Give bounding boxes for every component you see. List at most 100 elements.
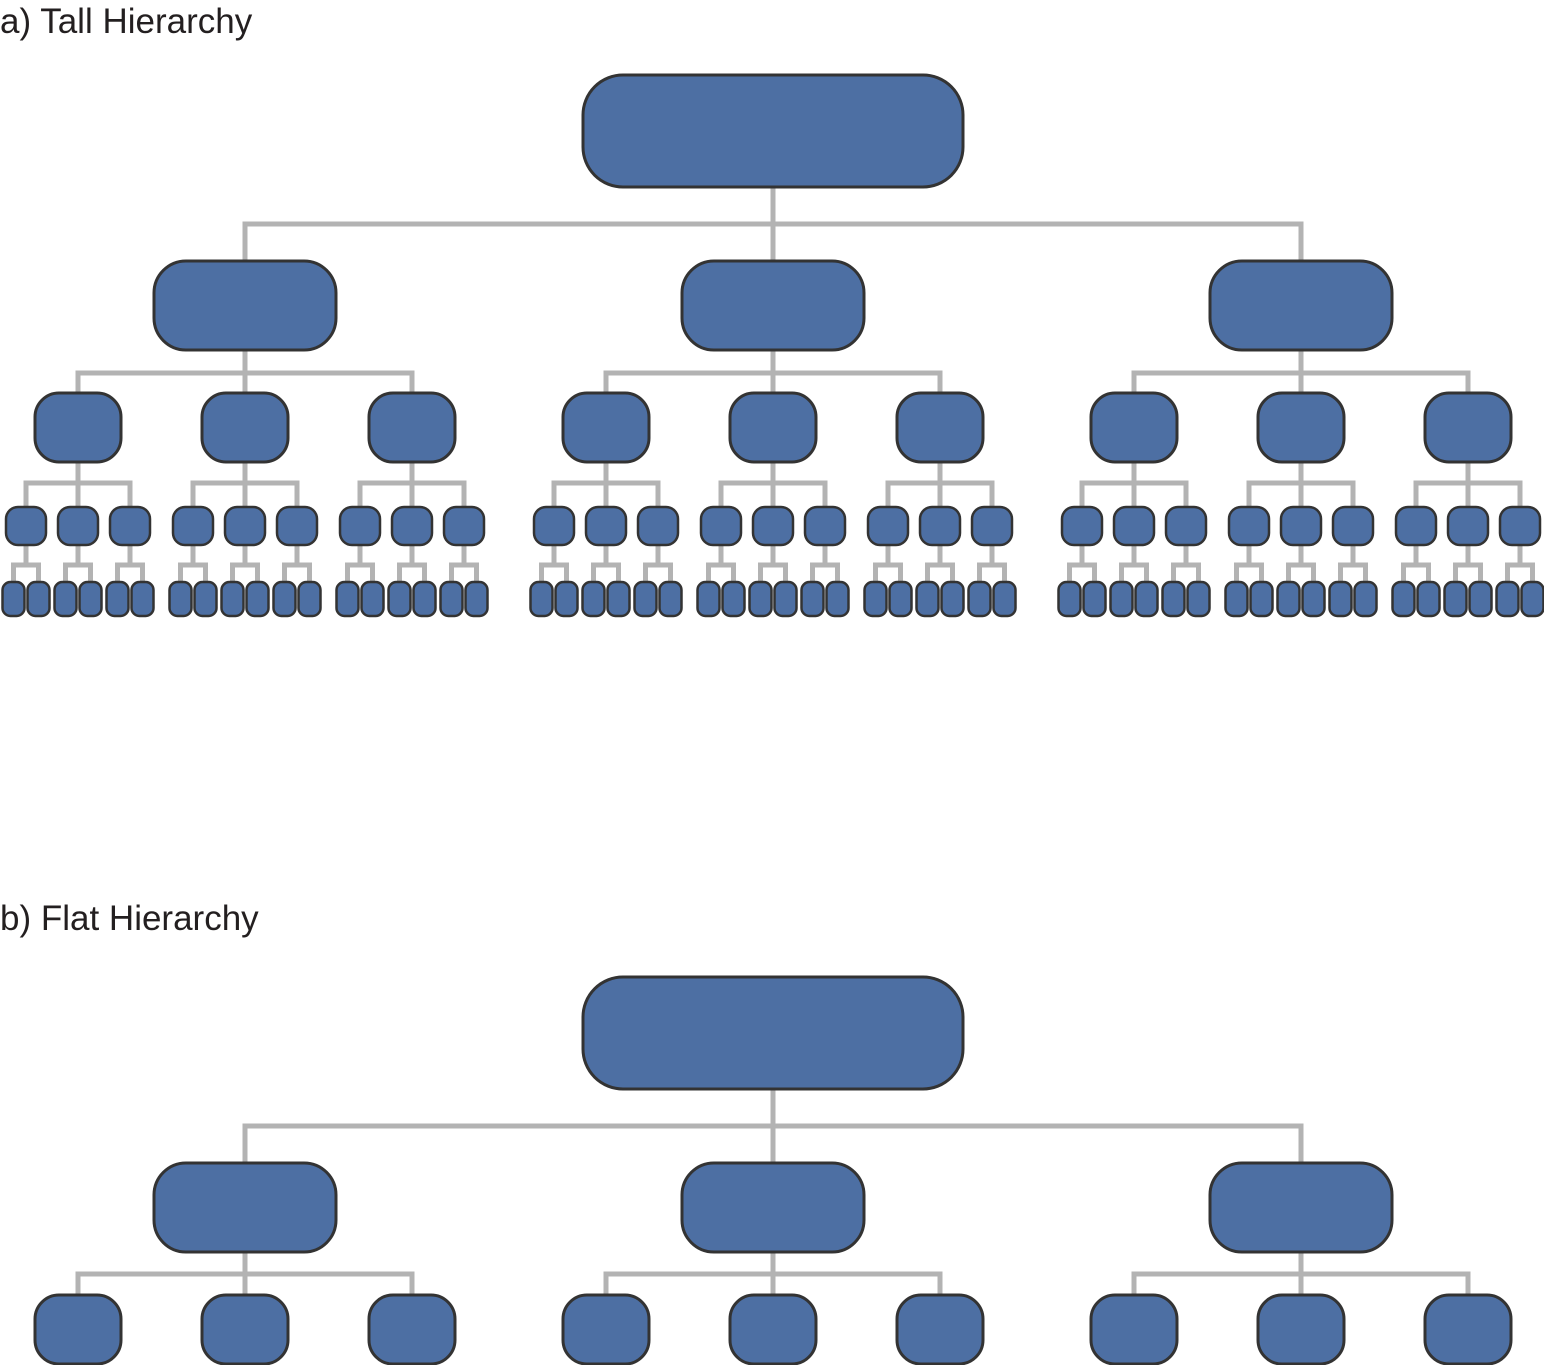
org-node-level-4: [803, 505, 847, 547]
org-node-level-3: [33, 391, 123, 464]
org-node-level-5: [105, 580, 130, 618]
org-node-level-5: [721, 580, 746, 618]
org-node-level-3: [200, 1293, 290, 1365]
org-node-level-4: [751, 505, 795, 547]
org-node-level-1: [581, 73, 965, 189]
tall-hierarchy-title: a) Tall Hierarchy: [0, 2, 253, 41]
org-node-level-5: [272, 580, 297, 618]
org-node-level-5: [360, 580, 385, 618]
org-node-level-5: [130, 580, 155, 618]
org-node-level-4: [1446, 505, 1490, 547]
org-node-level-5: [748, 580, 773, 618]
org-node-level-5: [220, 580, 245, 618]
org-node-level-4: [4, 505, 48, 547]
org-node-level-3: [1256, 391, 1346, 464]
org-node-level-5: [1186, 580, 1211, 618]
org-node-level-5: [1249, 580, 1274, 618]
org-node-level-5: [800, 580, 825, 618]
org-node-level-4: [275, 505, 319, 547]
org-node-level-5: [658, 580, 683, 618]
org-node-level-4: [866, 505, 910, 547]
org-node-level-3: [1089, 391, 1179, 464]
org-node-level-5: [633, 580, 658, 618]
org-node-level-2: [1208, 259, 1394, 352]
org-node-level-5: [53, 580, 78, 618]
org-node-level-3: [1423, 391, 1513, 464]
org-node-level-3: [367, 391, 457, 464]
org-node-level-5: [1328, 580, 1353, 618]
org-node-level-5: [245, 580, 270, 618]
org-node-level-3: [728, 1293, 818, 1365]
org-node-level-2: [152, 1161, 338, 1254]
org-node-level-3: [1089, 1293, 1179, 1365]
org-node-level-5: [863, 580, 888, 618]
org-node-level-2: [1208, 1161, 1394, 1254]
org-node-level-3: [895, 391, 985, 464]
org-node-level-3: [561, 391, 651, 464]
org-node-level-4: [171, 505, 215, 547]
org-node-level-3: [1256, 1293, 1346, 1365]
org-node-level-3: [895, 1293, 985, 1365]
org-node-level-5: [1276, 580, 1301, 618]
org-node-level-5: [1416, 580, 1441, 618]
org-node-level-5: [1161, 580, 1186, 618]
org-node-level-5: [696, 580, 721, 618]
org-node-level-5: [297, 580, 322, 618]
org-node-level-5: [1224, 580, 1249, 618]
org-node-level-4: [1279, 505, 1323, 547]
org-node-level-5: [464, 580, 489, 618]
org-node-level-3: [33, 1293, 123, 1365]
org-node-level-4: [1227, 505, 1271, 547]
org-node-level-5: [1520, 580, 1544, 618]
org-node-level-5: [1, 580, 26, 618]
org-node-level-5: [825, 580, 850, 618]
org-node-level-5: [193, 580, 218, 618]
org-node-level-3: [200, 391, 290, 464]
org-node-level-5: [529, 580, 554, 618]
org-node-level-5: [940, 580, 965, 618]
org-node-level-4: [1331, 505, 1375, 547]
org-node-level-4: [699, 505, 743, 547]
org-node-level-5: [1082, 580, 1107, 618]
org-node-level-4: [1498, 505, 1542, 547]
org-node-level-5: [1443, 580, 1468, 618]
org-node-level-5: [1495, 580, 1520, 618]
org-node-level-3: [367, 1293, 457, 1365]
org-node-level-5: [412, 580, 437, 618]
org-node-level-3: [561, 1293, 651, 1365]
org-node-level-4: [442, 505, 486, 547]
org-node-level-5: [168, 580, 193, 618]
org-node-level-4: [1394, 505, 1438, 547]
org-node-level-5: [773, 580, 798, 618]
org-node-level-4: [1112, 505, 1156, 547]
org-node-level-4: [108, 505, 152, 547]
org-node-level-5: [335, 580, 360, 618]
org-node-level-4: [970, 505, 1014, 547]
org-node-level-5: [1109, 580, 1134, 618]
org-node-level-4: [584, 505, 628, 547]
org-node-level-3: [1423, 1293, 1513, 1365]
org-node-level-5: [1353, 580, 1378, 618]
org-node-level-5: [915, 580, 940, 618]
org-node-level-5: [1057, 580, 1082, 618]
org-node-level-4: [1164, 505, 1208, 547]
org-node-level-3: [728, 391, 818, 464]
org-node-level-5: [606, 580, 631, 618]
org-node-level-5: [967, 580, 992, 618]
org-node-level-5: [1391, 580, 1416, 618]
org-node-level-4: [1060, 505, 1104, 547]
org-node-level-2: [152, 259, 338, 352]
org-node-level-4: [223, 505, 267, 547]
org-node-level-2: [680, 259, 866, 352]
org-node-level-5: [554, 580, 579, 618]
org-node-level-5: [439, 580, 464, 618]
org-node-level-4: [636, 505, 680, 547]
org-node-level-5: [78, 580, 103, 618]
org-node-level-2: [680, 1161, 866, 1254]
org-node-level-5: [888, 580, 913, 618]
org-node-level-4: [918, 505, 962, 547]
org-node-level-4: [532, 505, 576, 547]
org-node-level-5: [1301, 580, 1326, 618]
org-node-level-5: [581, 580, 606, 618]
